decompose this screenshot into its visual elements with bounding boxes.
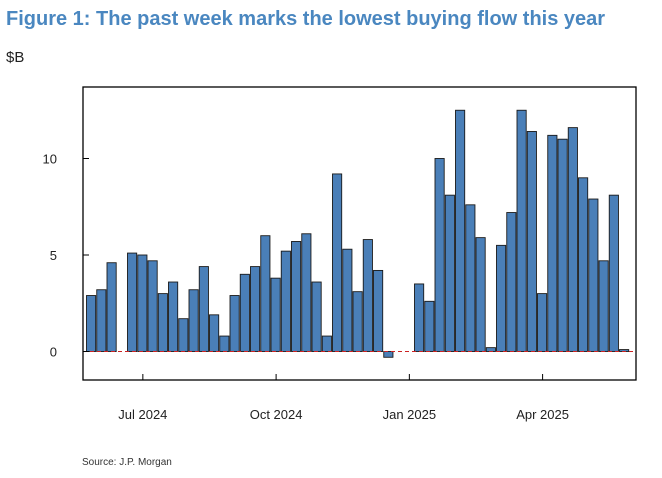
bar xyxy=(516,109,527,352)
bar xyxy=(475,237,486,352)
bar xyxy=(455,109,466,352)
bar xyxy=(106,262,117,352)
plot-frame xyxy=(82,86,637,381)
bar xyxy=(598,260,609,352)
bar xyxy=(219,335,230,352)
bar xyxy=(280,250,291,352)
chart-title: Figure 1: The past week marks the lowest… xyxy=(6,8,606,30)
bar xyxy=(342,248,353,352)
x-tick-label: Oct 2024 xyxy=(250,407,303,422)
bar xyxy=(250,266,261,352)
bar xyxy=(209,314,220,352)
bar xyxy=(383,351,394,358)
bar xyxy=(557,138,568,352)
bar xyxy=(168,281,179,352)
bar xyxy=(260,235,271,352)
x-tick-label: Jan 2025 xyxy=(383,407,437,422)
bar xyxy=(86,295,97,352)
x-tick-label: Jul 2024 xyxy=(118,407,167,422)
x-axis: Jul 2024 Oct 2024 Jan 2025 Apr 2025 xyxy=(118,374,569,422)
x-tick-label: Apr 2025 xyxy=(516,407,569,422)
y-tick-label: 10 xyxy=(43,152,57,167)
bar xyxy=(198,266,209,352)
bar xyxy=(352,291,363,352)
bar xyxy=(321,335,332,352)
bars-group xyxy=(86,109,630,358)
bar xyxy=(424,300,435,352)
bar xyxy=(147,260,158,352)
bar xyxy=(188,289,199,352)
source-note: Source: J.P. Morgan xyxy=(82,457,172,468)
bar xyxy=(239,273,250,352)
bar xyxy=(434,158,445,352)
bar xyxy=(444,194,455,352)
bar xyxy=(157,293,168,352)
bar xyxy=(506,212,517,352)
bar xyxy=(270,277,281,352)
bar xyxy=(588,198,599,352)
bar xyxy=(332,173,343,352)
bar xyxy=(373,269,384,352)
y-axis: 0 5 10 xyxy=(43,152,89,360)
bar xyxy=(526,131,537,352)
y-tick-label: 0 xyxy=(50,345,57,360)
y-tick-label: 5 xyxy=(50,248,57,263)
bar xyxy=(567,127,578,352)
bar xyxy=(547,134,558,352)
bar xyxy=(496,244,507,352)
bar xyxy=(537,293,548,352)
bar xyxy=(608,194,619,352)
y-unit-label: $B xyxy=(6,49,25,66)
bar xyxy=(362,239,373,352)
bar xyxy=(578,177,589,352)
bar xyxy=(465,204,476,352)
bar xyxy=(301,233,312,352)
bar xyxy=(178,318,189,352)
bar xyxy=(229,295,240,352)
bar xyxy=(311,281,322,352)
bar xyxy=(127,252,138,352)
bar xyxy=(96,289,107,352)
bar xyxy=(291,241,302,352)
bar xyxy=(137,254,148,352)
bar xyxy=(485,347,496,352)
bar xyxy=(414,283,425,352)
